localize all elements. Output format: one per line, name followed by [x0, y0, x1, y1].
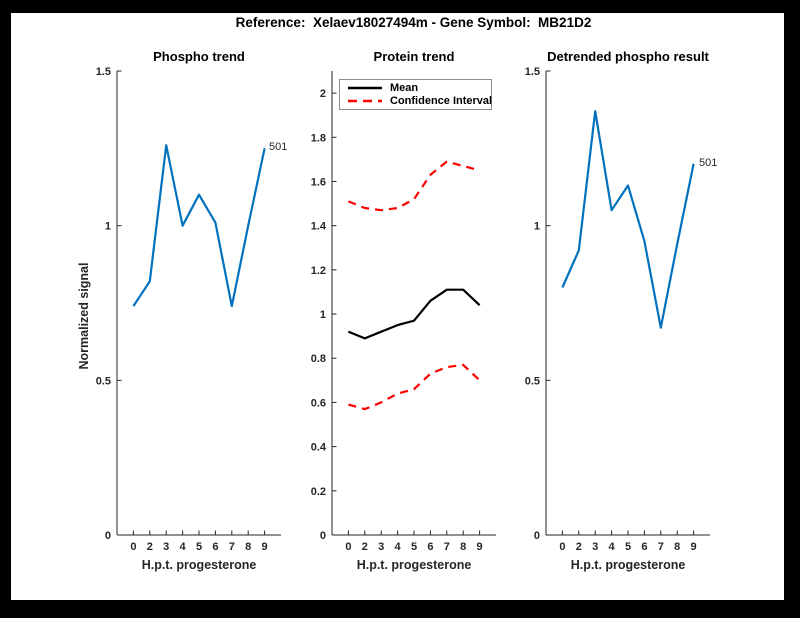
series-line-confidence-interval-upper — [347, 160, 480, 212]
x-tick-label: 4 — [180, 541, 187, 553]
x-tick-label: 2 — [147, 541, 153, 553]
y-tick-label: 1.6 — [311, 176, 326, 188]
y-tick-label: 1.5 — [96, 66, 111, 78]
series-line-501 — [132, 144, 266, 308]
y-tick-label: 1.8 — [311, 132, 326, 144]
x-tick-label: 7 — [229, 541, 235, 553]
y-tick-label: 2 — [320, 88, 326, 100]
x-tick-label: 7 — [658, 541, 664, 553]
protein-trend-chart: 00.20.40.60.811.21.41.61.820 2 3 4 5 6 7 8 9 — [311, 71, 496, 553]
x-tick-label: 6 — [427, 541, 433, 553]
phospho-trend-chart: 00.511.50 2 3 4 5 6 7 8 9 — [96, 66, 281, 553]
series-end-label-phospho: 501 — [269, 141, 288, 153]
y-tick-label: 1.5 — [525, 66, 540, 78]
x-tick-label: 0 — [559, 541, 565, 553]
series-line-501 — [561, 110, 695, 329]
y-tick-label: 0 — [534, 530, 540, 542]
x-tick-label: 3 — [163, 541, 169, 553]
figure-title: Reference: Xelaev18027494m - Gene Symbol… — [235, 15, 592, 30]
x-tick-label: 3 — [378, 541, 384, 553]
x-tick-label: 2 — [576, 541, 582, 553]
legend-label-confidence-interval: Confidence Interval — [390, 94, 493, 107]
confidence-interval-line-sample-icon — [348, 99, 382, 102]
x-tick-label: 8 — [674, 541, 680, 553]
x-axis-label-phospho: H.p.t. progesterone — [141, 558, 257, 572]
y-tick-label: 0.6 — [311, 397, 326, 409]
legend: Mean Confidence Interval — [339, 79, 492, 110]
y-tick-label: 1 — [534, 221, 540, 233]
x-tick-label: 5 — [625, 541, 631, 553]
x-tick-label: 9 — [477, 541, 483, 553]
x-tick-label: 6 — [212, 541, 218, 553]
x-tick-label: 0 — [130, 541, 136, 553]
y-tick-label: 0.5 — [525, 375, 540, 387]
series-line-mean — [347, 288, 481, 340]
x-tick-label: 9 — [691, 541, 697, 553]
x-axis-label-protein: H.p.t. progesterone — [356, 558, 472, 572]
x-tick-label: 3 — [592, 541, 598, 553]
x-tick-label: 4 — [609, 541, 616, 553]
series-line-confidence-interval-lower — [348, 363, 481, 411]
y-tick-label: 1.4 — [311, 221, 327, 233]
subplot-title-detrended-phospho: Detrended phospho result — [547, 49, 709, 64]
x-tick-label: 5 — [196, 541, 202, 553]
x-tick-label: 6 — [641, 541, 647, 553]
detrended-phospho-chart: 00.511.50 2 3 4 5 6 7 8 9 — [525, 66, 710, 553]
legend-entry-mean: Mean — [347, 82, 491, 95]
y-tick-label: 0.4 — [311, 442, 327, 454]
y-tick-label: 0 — [320, 530, 326, 542]
subplot-title-protein-trend: Protein trend — [373, 49, 455, 64]
legend-label-mean: Mean — [390, 82, 419, 95]
y-tick-label: 0.2 — [311, 486, 326, 498]
x-tick-label: 8 — [460, 541, 466, 553]
y-tick-label: 1.2 — [311, 265, 326, 277]
x-tick-label: 2 — [362, 541, 368, 553]
y-tick-label: 0.5 — [96, 375, 111, 387]
x-axis-label-detrended: H.p.t. progesterone — [570, 558, 686, 572]
mean-line-sample-icon — [348, 87, 382, 90]
y-tick-label: 0.8 — [311, 353, 326, 365]
x-tick-label: 9 — [262, 541, 268, 553]
series-end-label-detrended: 501 — [699, 157, 718, 169]
legend-entry-confidence-interval: Confidence Interval — [347, 94, 493, 108]
figure-canvas: Reference: Xelaev18027494m - Gene Symbol… — [11, 13, 784, 600]
x-tick-label: 4 — [395, 541, 402, 553]
x-tick-label: 8 — [245, 541, 251, 553]
x-tick-label: 5 — [411, 541, 417, 553]
x-tick-label: 7 — [444, 541, 450, 553]
subplot-title-phospho-trend: Phospho trend — [153, 49, 245, 64]
y-tick-label: 1 — [105, 221, 111, 233]
y-axis-label-normalized-signal: Normalized signal — [77, 262, 91, 370]
x-tick-label: 0 — [345, 541, 351, 553]
y-tick-label: 1 — [320, 309, 326, 321]
y-tick-label: 0 — [105, 530, 111, 542]
